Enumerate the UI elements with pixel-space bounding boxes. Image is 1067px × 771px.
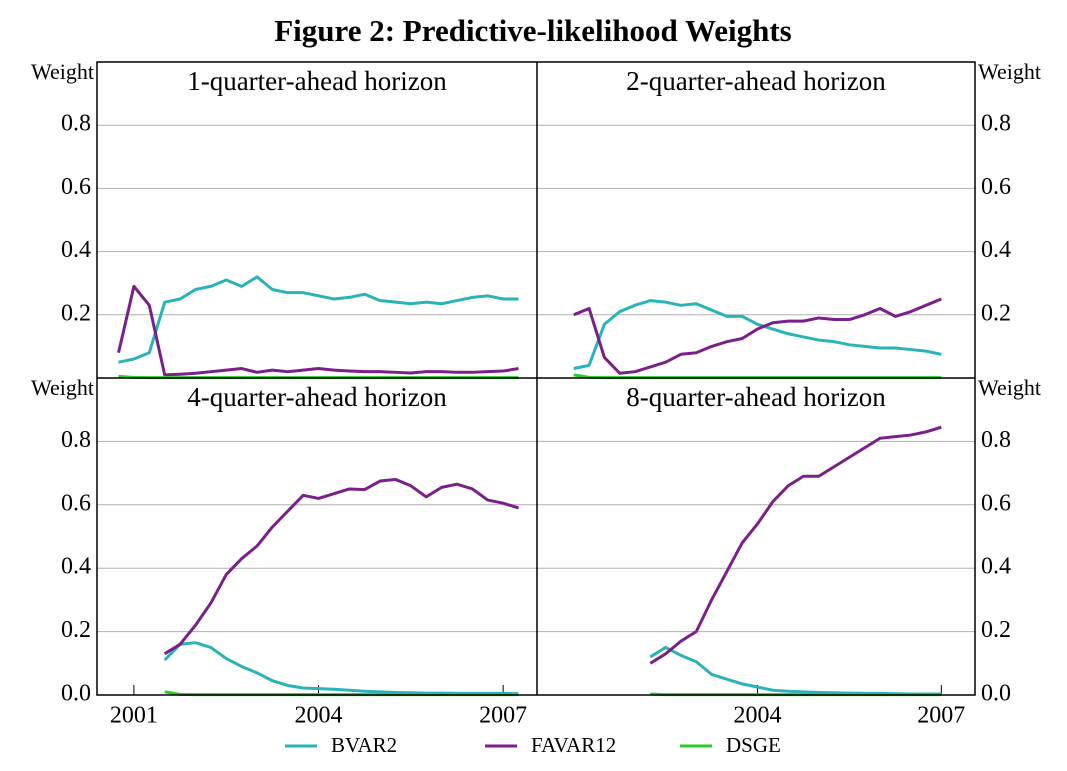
y-axis-label: Weight	[978, 59, 1041, 84]
y-tick-label: 0.4	[981, 554, 1011, 580]
x-tick-label: 2007	[917, 703, 965, 729]
y-tick-label: 0.8	[61, 427, 91, 453]
x-tick-label: 2004	[734, 703, 782, 729]
x-tick-label: 2004	[295, 703, 343, 729]
y-tick-label: 0.8	[981, 111, 1011, 137]
y-tick-label: 0.4	[61, 237, 91, 263]
y-tick-label: 0.2	[61, 617, 91, 643]
legend-label: BVAR2	[331, 733, 397, 757]
y-tick-label: 0.6	[981, 174, 1011, 200]
y-axis-label: Weight	[31, 375, 94, 400]
y-axis-label: Weight	[31, 59, 94, 84]
y-tick-label: 0.4	[61, 554, 91, 580]
series-line	[163, 641, 519, 696]
y-tick-label: 0.0	[981, 681, 1011, 707]
y-tick-label: 0.6	[61, 490, 91, 516]
legend-label: FAVAR12	[531, 733, 616, 757]
y-tick-label: 0.2	[981, 300, 1011, 326]
panel-title: 4-quarter-ahead horizon	[187, 382, 447, 412]
y-tick-label: 0.6	[61, 174, 91, 200]
series-line	[118, 275, 519, 364]
y-tick-label: 0.8	[61, 111, 91, 137]
y-tick-label: 0.2	[61, 300, 91, 326]
y-tick-label: 0.6	[981, 490, 1011, 516]
legend-label: DSGE	[726, 733, 781, 757]
series-line	[163, 477, 519, 656]
panel-title: 2-quarter-ahead horizon	[626, 66, 886, 96]
series-line	[649, 645, 942, 696]
y-axis-label: Weight	[978, 375, 1041, 400]
series-line	[573, 299, 942, 370]
y-tick-label: 0.0	[61, 681, 91, 707]
y-tick-label: 0.8	[981, 427, 1011, 453]
x-tick-label: 2007	[479, 703, 527, 729]
series-line	[117, 284, 519, 377]
panel-title: 8-quarter-ahead horizon	[626, 382, 886, 412]
panel-title: 1-quarter-ahead horizon	[187, 66, 447, 96]
x-tick-label: 2001	[110, 703, 158, 729]
y-tick-label: 0.4	[981, 237, 1011, 263]
figure-title: Figure 2: Predictive-likelihood Weights	[274, 13, 792, 48]
y-tick-label: 0.2	[981, 617, 1011, 643]
series-line	[573, 297, 942, 375]
series-line	[649, 425, 942, 665]
